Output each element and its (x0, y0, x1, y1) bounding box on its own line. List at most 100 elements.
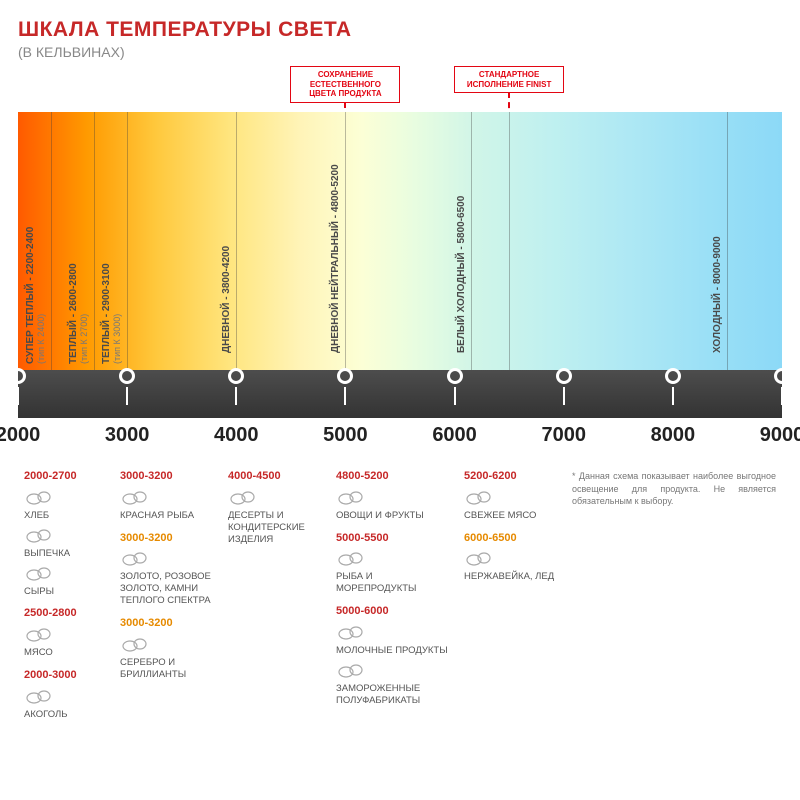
product-icon (336, 547, 452, 569)
kelvin-range: 3000-3200 (120, 470, 216, 484)
kelvin-range: 2500-2800 (24, 607, 108, 621)
spectrum-gradient: СУПЕР ТЕПЛЫЙ - 2200-2400(тип К 2400) ТЕПЛ… (18, 112, 782, 372)
axis-tick-number: 2000 (0, 424, 40, 447)
product-icon (464, 547, 560, 569)
page-title: ШКАЛА ТЕМПЕРАТУРЫ СВЕТА (18, 18, 782, 42)
spectrum-vline (236, 112, 237, 372)
product-block: 2000-3000 АКОГОЛЬ (24, 669, 108, 721)
kelvin-range: 4800-5200 (336, 470, 452, 484)
product-label: СЫРЫ (24, 586, 108, 598)
product-label: ДЕСЕРТЫ И КОНДИТЕРСКИЕ ИЗДЕЛИЯ (228, 510, 324, 546)
note-column: * Данная схема показывает наиболее выгод… (566, 470, 782, 731)
callout-box: СОХРАНЕНИЕ ЕСТЕСТВЕННОГО ЦВЕТА ПРОДУКТА (290, 66, 400, 103)
spectrum-vlabel: СУПЕР ТЕПЛЫЙ - 2200-2400(тип К 2400) (25, 227, 47, 364)
spectrum-vlabel: ТЕПЛЫЙ - 2900-3100(тип К 3000) (101, 263, 123, 364)
axis-tick (228, 402, 244, 418)
product-label: АКОГОЛЬ (24, 709, 108, 721)
callout-box: СТАНДАРТНОЕ ИСПОЛНЕНИЕ FINIST (454, 66, 564, 93)
spectrum-vlabel: ТЕПЛЫЙ - 2600-2800(тип К 2700) (68, 263, 90, 364)
kelvin-range: 3000-3200 (120, 617, 216, 631)
product-icon (120, 633, 216, 655)
product-icon (336, 621, 452, 643)
product-icon (120, 486, 216, 508)
spectrum-vlabel: ДНЕВНОЙ - 3800-4200 (221, 246, 232, 353)
axis-band (18, 370, 782, 418)
product-block: 5000-5500 РЫБА И МОРЕПРОДУКТЫ (336, 532, 452, 596)
product-icon (120, 547, 216, 569)
product-block: 4800-5200 ОВОЩИ И ФРУКТЫ (336, 470, 452, 522)
gradient-bg (18, 112, 782, 372)
product-icon (336, 659, 452, 681)
product-icon (24, 562, 108, 584)
footnote: * Данная схема показывает наиболее выгод… (572, 470, 776, 508)
product-block: 5000-6000 МОЛОЧНЫЕ ПРОДУКТЫ ЗАМОРОЖЕННЫЕ П… (336, 605, 452, 706)
product-label: СЕРЕБРО И БРИЛЛИАНТЫ (120, 657, 216, 681)
product-icon (336, 486, 452, 508)
kelvin-range: 5000-6000 (336, 605, 452, 619)
product-icon (24, 623, 108, 645)
spectrum-vline (127, 112, 128, 372)
kelvin-range: 2000-3000 (24, 669, 108, 683)
product-block: 3000-3200 СЕРЕБРО И БРИЛЛИАНТЫ (120, 617, 216, 681)
product-icon (228, 486, 324, 508)
axis-tick-number: 7000 (541, 424, 586, 447)
axis-tick (665, 402, 681, 418)
page-subtitle: (В КЕЛЬВИНАХ) (18, 44, 782, 60)
spectrum-vline (471, 112, 472, 372)
product-icon (464, 486, 560, 508)
axis-tick-number: 8000 (651, 424, 696, 447)
spectrum-vline (94, 112, 95, 372)
product-block: 5200-6200 СВЕЖЕЕ МЯСО (464, 470, 560, 522)
axis-tick (119, 402, 135, 418)
product-column: 4800-5200 ОВОЩИ И ФРУКТЫ 5000-5500 РЫБА И М… (330, 470, 458, 731)
spectrum-vlabel: ДНЕВНОЙ НЕЙТРАЛЬНЫЙ - 4800-5200 (330, 164, 341, 353)
axis-tick (556, 402, 572, 418)
kelvin-range: 5000-5500 (336, 532, 452, 546)
spectrum-vlabel: БЕЛЫЙ ХОЛОДНЫЙ - 5800-6500 (456, 196, 467, 353)
product-label: НЕРЖАВЕЙКА, ЛЕД (464, 571, 560, 583)
product-label: КРАСНАЯ РЫБА (120, 510, 216, 522)
axis-tick-number: 3000 (105, 424, 150, 447)
spectrum-vline (727, 112, 728, 372)
product-block: 2500-2800 МЯСО (24, 607, 108, 659)
product-column: 4000-4500 ДЕСЕРТЫ И КОНДИТЕРСКИЕ ИЗДЕЛИЯ (222, 470, 330, 731)
spectrum-vline (345, 112, 346, 372)
product-label: СВЕЖЕЕ МЯСО (464, 510, 560, 522)
product-block: 4000-4500 ДЕСЕРТЫ И КОНДИТЕРСКИЕ ИЗДЕЛИЯ (228, 470, 324, 545)
axis-tick-number: 6000 (432, 424, 477, 447)
product-block: 6000-6500 НЕРЖАВЕЙКА, ЛЕД (464, 532, 560, 584)
product-label: ХЛЕБ (24, 510, 108, 522)
kelvin-range: 2000-2700 (24, 470, 108, 484)
product-block: 2000-2700 ХЛЕБ ВЫПЕЧКА СЫРЫ (24, 470, 108, 597)
spectrum-vlabel: ХОЛОДНЫЙ - 8000-9000 (712, 236, 723, 353)
axis-tick-number: 9000 (760, 424, 800, 447)
product-block: 3000-3200ЗОЛОТО, РОЗОВОЕ ЗОЛОТО, КАМНИ Т… (120, 532, 216, 607)
axis-tick-number: 5000 (323, 424, 368, 447)
product-label: МОЛОЧНЫЕ ПРОДУКТЫ (336, 645, 452, 657)
product-label: ОВОЩИ И ФРУКТЫ (336, 510, 452, 522)
product-icon (24, 524, 108, 546)
product-column: 2000-2700 ХЛЕБ ВЫПЕЧКА СЫРЫ 2500-2800 МЯСО 200… (18, 470, 114, 731)
product-column: 5200-6200 СВЕЖЕЕ МЯСО 6000-6500 НЕРЖАВЕЙКА,… (458, 470, 566, 731)
product-icon (24, 685, 108, 707)
product-label: МЯСО (24, 647, 108, 659)
product-block: 3000-3200 КРАСНАЯ РЫБА (120, 470, 216, 522)
product-label: РЫБА И МОРЕПРОДУКТЫ (336, 571, 452, 595)
product-label: ЗАМОРОЖЕННЫЕ ПОЛУФАБРИКАТЫ (336, 683, 452, 707)
kelvin-range: 3000-3200 (120, 532, 216, 546)
axis-tick (10, 402, 26, 418)
product-label: ВЫПЕЧКА (24, 548, 108, 560)
axis-tick (447, 402, 463, 418)
axis-tick-number: 4000 (214, 424, 259, 447)
callouts: СОХРАНЕНИЕ ЕСТЕСТВЕННОГО ЦВЕТА ПРОДУКТА С… (18, 66, 782, 112)
kelvin-range: 6000-6500 (464, 532, 560, 546)
kelvin-range: 4000-4500 (228, 470, 324, 484)
axis-tick (337, 402, 353, 418)
spectrum-vline (51, 112, 52, 372)
product-icon (24, 486, 108, 508)
kelvin-range: 5200-6200 (464, 470, 560, 484)
axis-tick (774, 402, 790, 418)
spectrum-vline (509, 112, 510, 372)
product-column: 3000-3200 КРАСНАЯ РЫБА 3000-3200ЗОЛОТО, РО… (114, 470, 222, 731)
product-columns: 2000-2700 ХЛЕБ ВЫПЕЧКА СЫРЫ 2500-2800 МЯСО 200… (18, 470, 782, 731)
